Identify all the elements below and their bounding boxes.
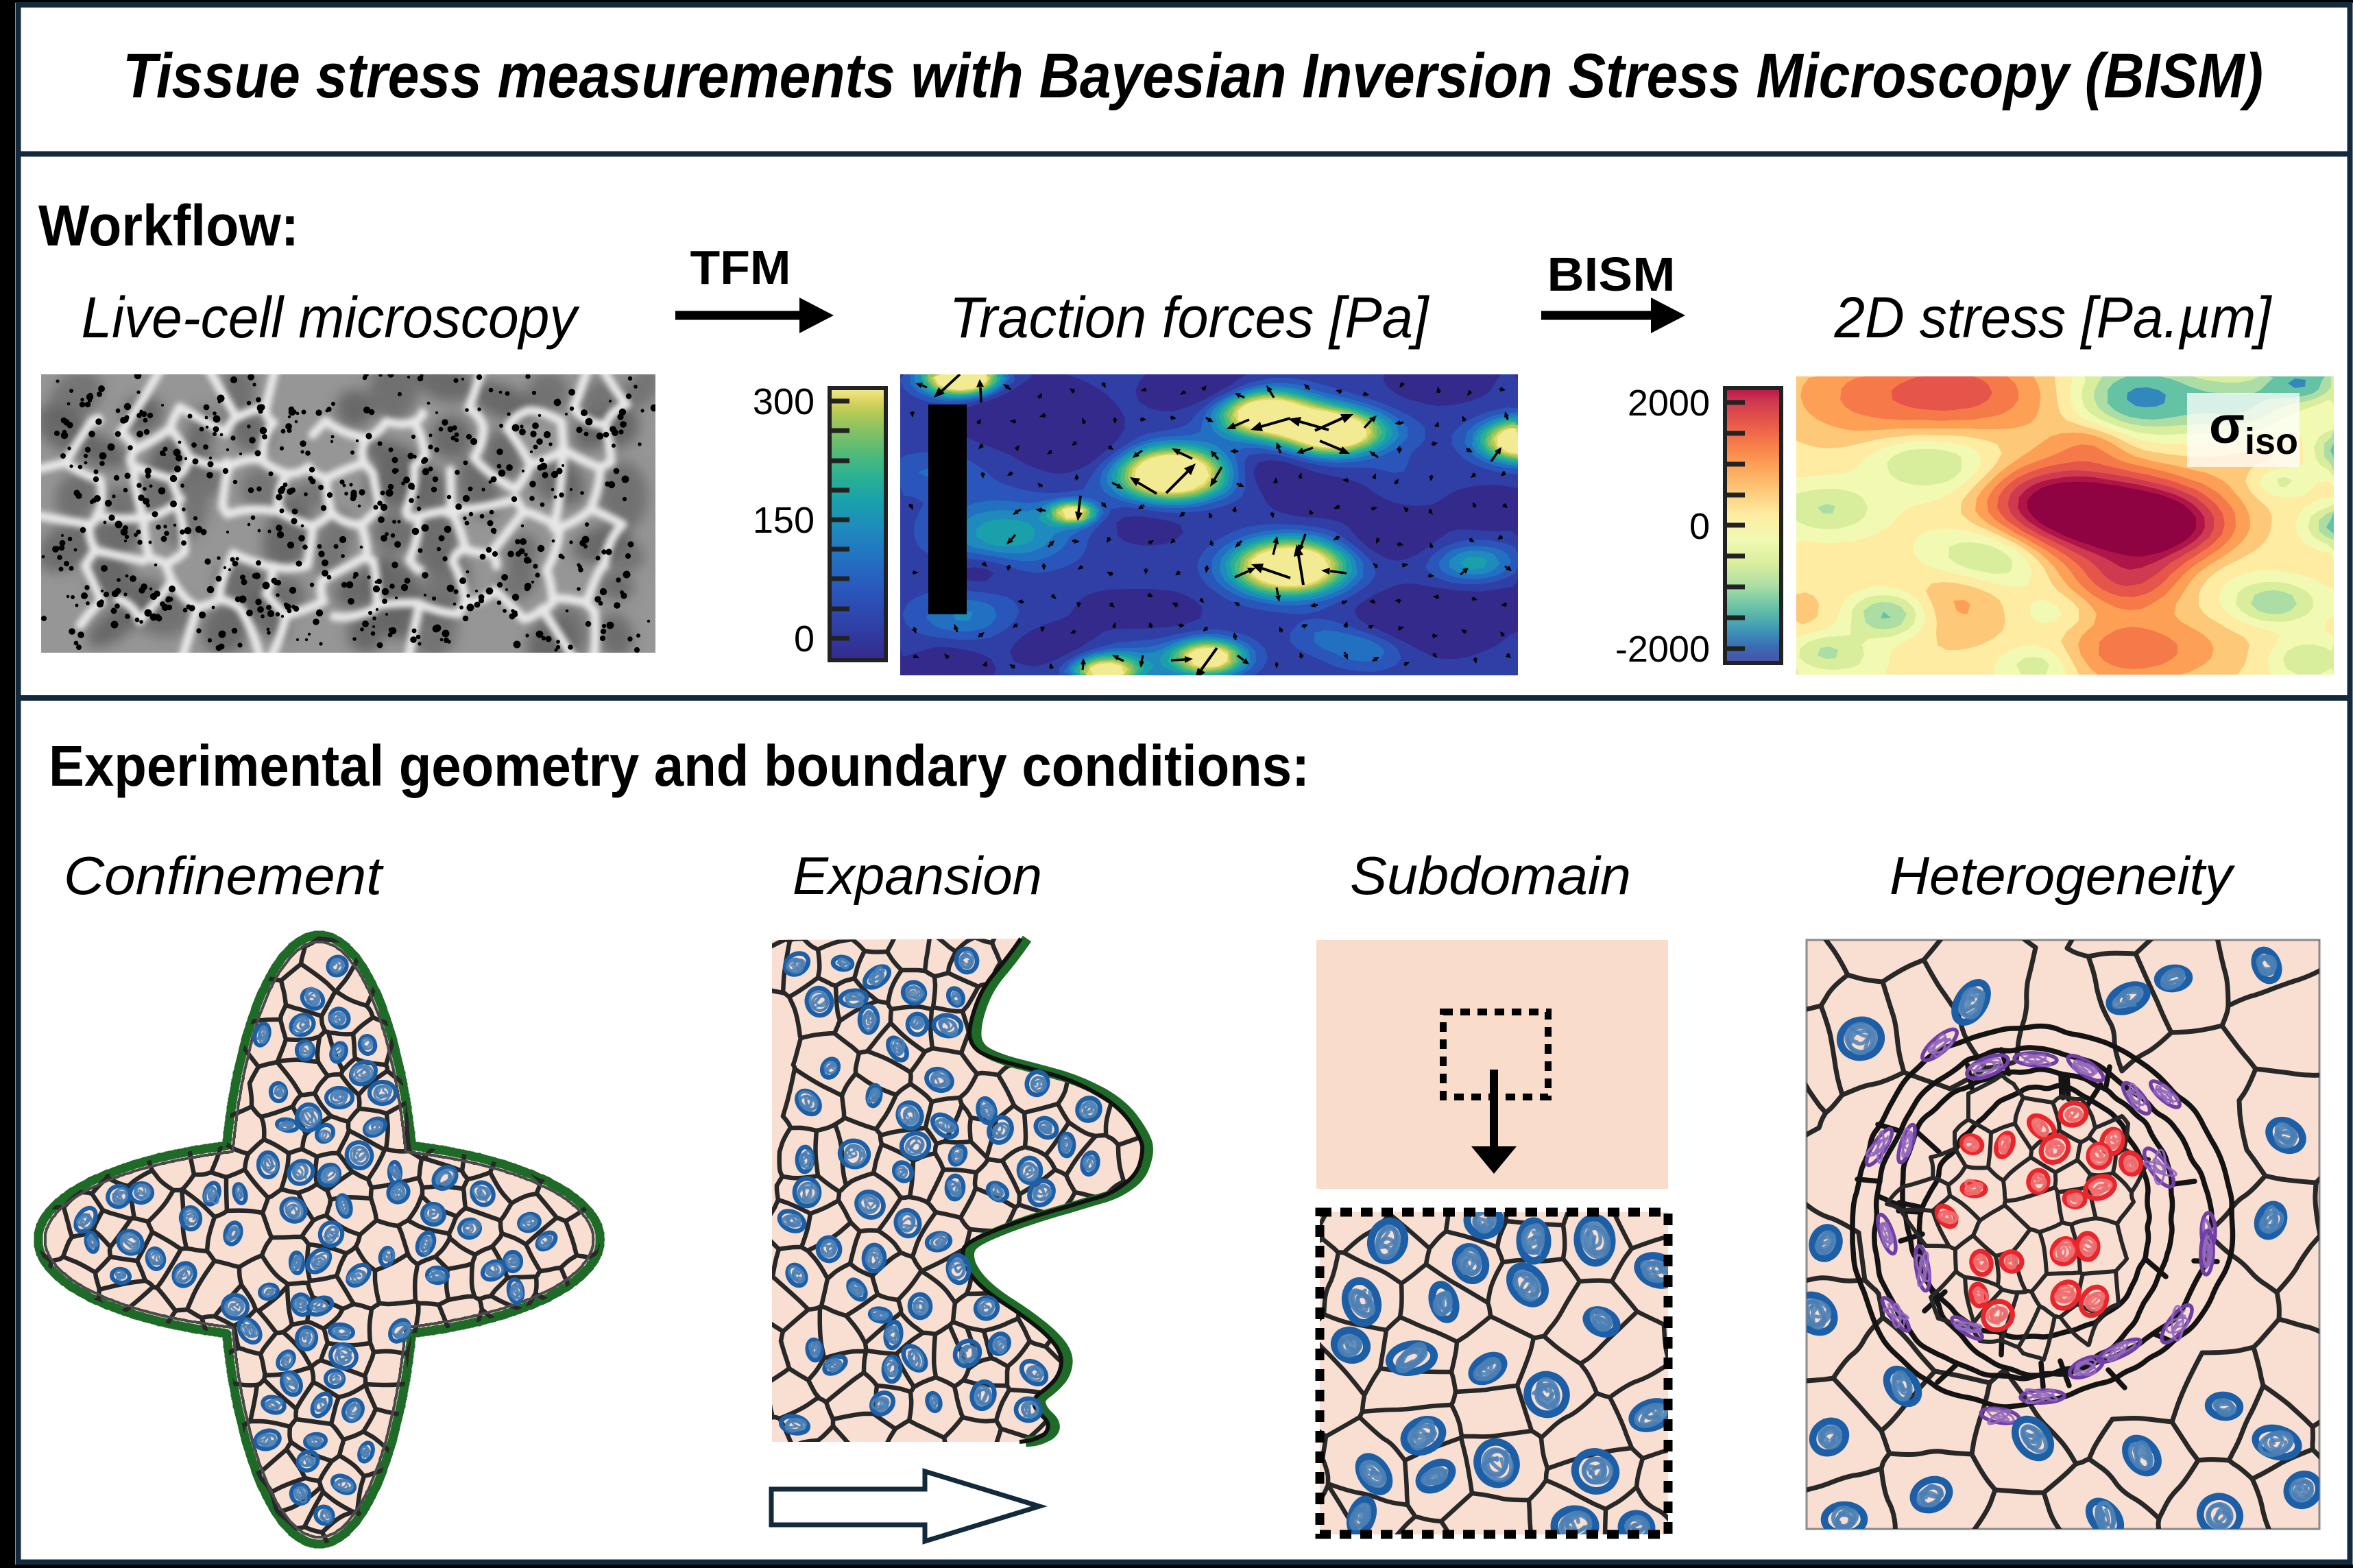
svg-text:Workflow:: Workflow: — [38, 193, 299, 258]
svg-text:Heterogeneity: Heterogeneity — [1890, 845, 2235, 906]
svg-text:150: 150 — [753, 500, 814, 541]
svg-text:Confinement: Confinement — [64, 845, 384, 906]
svg-text:Live-cell microscopy: Live-cell microscopy — [82, 285, 581, 350]
svg-text:2D stress [Pa.µm]: 2D stress [Pa.µm] — [1834, 285, 2273, 350]
svg-text:0: 0 — [1689, 506, 1710, 547]
svg-text:0: 0 — [794, 618, 814, 660]
svg-text:Experimental geometry and boun: Experimental geometry and boundary condi… — [49, 734, 1310, 798]
svg-text:300: 300 — [753, 381, 814, 422]
svg-text:2000: 2000 — [1628, 383, 1710, 424]
svg-text:Traction forces [Pa]: Traction forces [Pa] — [950, 285, 1430, 350]
svg-text:TFM: TFM — [690, 241, 791, 294]
svg-text:BISM: BISM — [1547, 248, 1676, 301]
svg-text:Expansion: Expansion — [793, 845, 1042, 906]
svg-text:Tissue stress measurements wit: Tissue stress measurements with Bayesian… — [123, 41, 2263, 111]
svg-text:Subdomain: Subdomain — [1350, 845, 1631, 906]
svg-text:-2000: -2000 — [1615, 629, 1710, 670]
